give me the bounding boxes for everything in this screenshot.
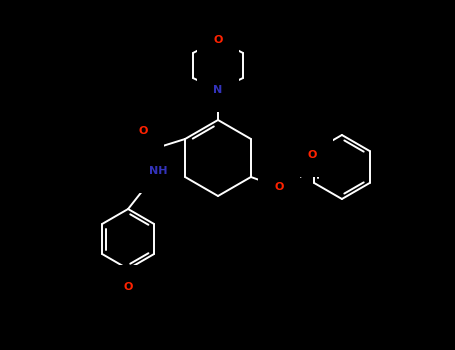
Text: NH: NH bbox=[149, 166, 167, 176]
Text: O: O bbox=[213, 35, 222, 45]
Text: O: O bbox=[307, 150, 317, 160]
Text: O: O bbox=[123, 282, 133, 292]
Text: O: O bbox=[274, 182, 283, 192]
Text: O: O bbox=[138, 126, 148, 136]
Text: N: N bbox=[213, 85, 222, 95]
